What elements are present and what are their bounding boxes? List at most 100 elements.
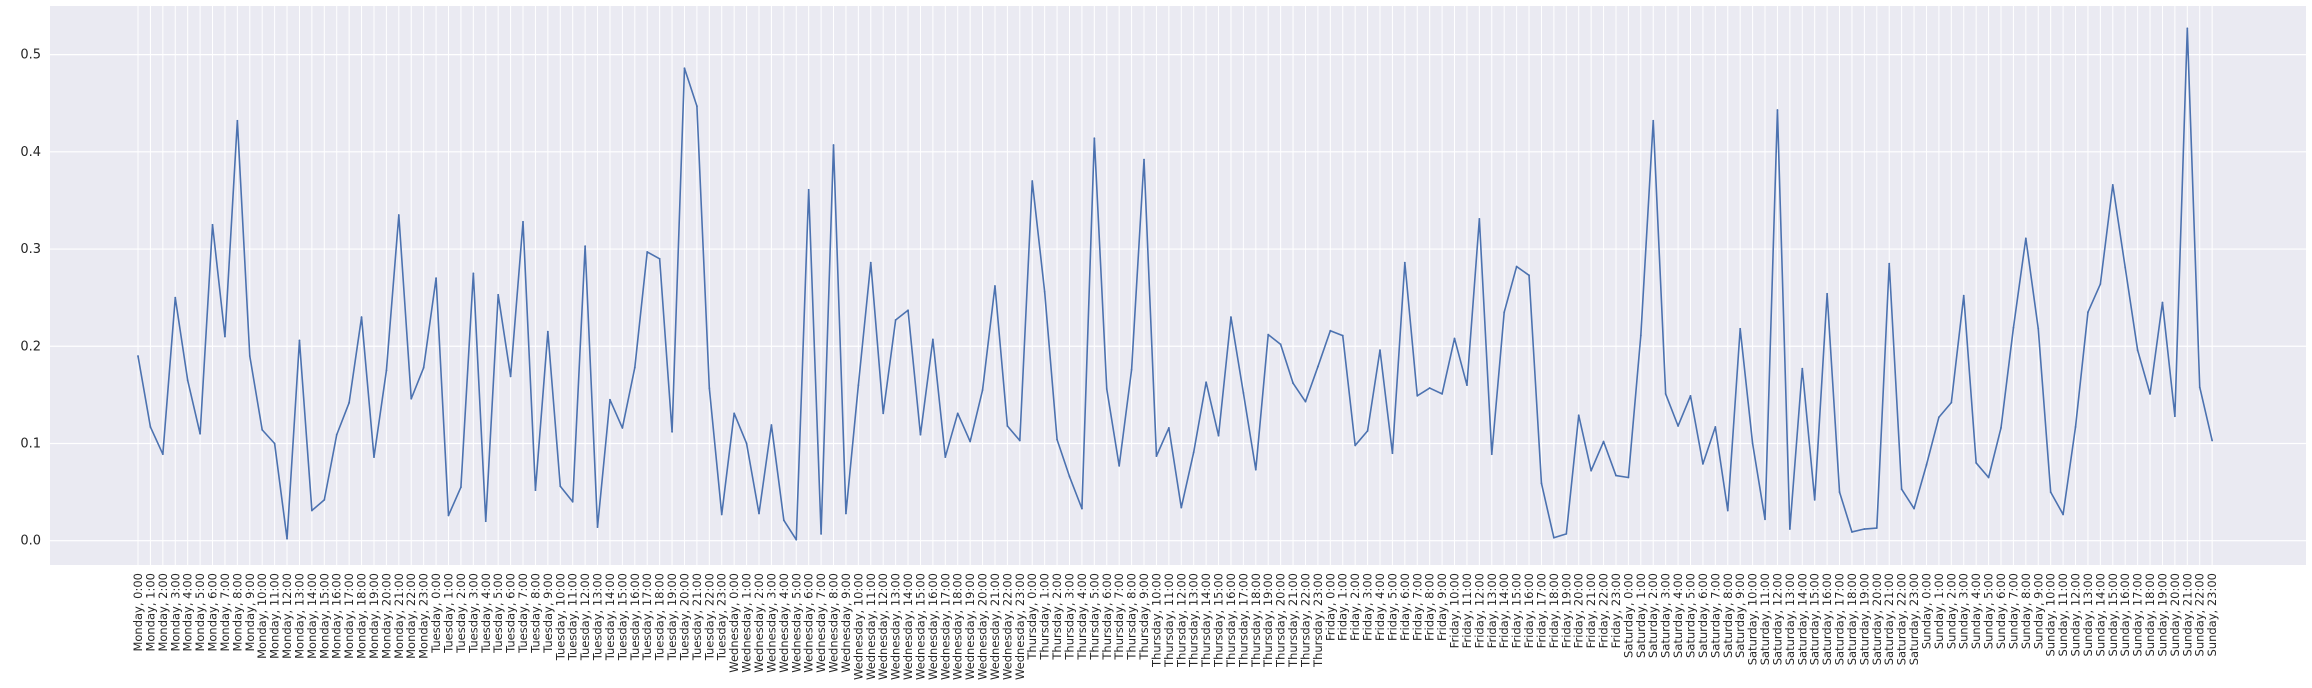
data-point (1627, 476, 1630, 479)
x-tick-label: Tuesday, 21:00 (690, 573, 704, 661)
data-point (1565, 532, 1568, 535)
x-tick-label: Tuesday, 2:00 (454, 573, 468, 654)
x-tick-label: Tuesday, 18:00 (653, 573, 667, 661)
x-tick-label: Tuesday, 4:00 (479, 573, 493, 654)
x-tick-label: Thursday, 12:00 (1174, 573, 1188, 668)
x-tick-label: Friday, 13:00 (1485, 573, 1499, 648)
x-tick-label: Saturday, 21:00 (1882, 573, 1896, 665)
x-tick-label: Tuesday, 15:00 (615, 573, 629, 661)
x-tick-label: Saturday, 13:00 (1783, 573, 1797, 665)
data-point (2111, 183, 2114, 186)
x-tick-label: Tuesday, 22:00 (702, 573, 716, 661)
data-point (1900, 488, 1903, 491)
x-tick-label: Thursday, 23:00 (1311, 573, 1325, 668)
x-tick-label: Wednesday, 9:00 (839, 573, 853, 673)
x-tick-label: Saturday, 9:00 (1733, 573, 1747, 658)
x-tick-label: Thursday, 1:00 (1038, 573, 1052, 661)
data-point (1950, 401, 1953, 404)
x-tick-label: Monday, 1:00 (143, 573, 157, 652)
y-tick-label: 0.5 (20, 48, 41, 63)
data-point (882, 412, 885, 415)
data-point (1279, 343, 1282, 346)
x-tick-label: Friday, 0:00 (1323, 573, 1337, 641)
y-tick-label: 0.4 (20, 145, 41, 160)
x-tick-label: Tuesday, 20:00 (677, 573, 691, 661)
data-point (1528, 274, 1530, 277)
data-point (720, 513, 723, 516)
data-point (1180, 506, 1183, 509)
data-point (1304, 400, 1307, 403)
data-point (1639, 334, 1642, 337)
data-point (795, 538, 798, 541)
data-point (1838, 491, 1841, 493)
data-point (1056, 438, 1058, 441)
data-point (633, 366, 636, 369)
data-point (373, 456, 375, 458)
x-tick-label: Monday, 11:00 (268, 573, 282, 659)
x-tick-label: Monday, 3:00 (168, 573, 182, 652)
x-tick-label: Thursday, 6:00 (1100, 573, 1114, 661)
series-layer (137, 27, 2214, 541)
data-point (1453, 337, 1456, 340)
data-point (522, 220, 524, 223)
x-tick-label: Thursday, 14:00 (1199, 573, 1213, 668)
x-tick-label: Monday, 2:00 (156, 573, 170, 652)
data-point (646, 251, 649, 253)
data-point (981, 389, 984, 391)
data-point (534, 489, 537, 492)
x-tick-label: Tuesday, 6:00 (504, 573, 518, 654)
data-point (1205, 381, 1208, 384)
data-point (1776, 109, 1779, 111)
x-tick-label: Monday, 20:00 (379, 573, 393, 659)
data-point (1826, 292, 1829, 295)
x-tick-label: Thursday, 11:00 (1162, 573, 1176, 668)
data-point (323, 498, 326, 501)
x-tick-label: Sunday, 15:00 (2106, 573, 2120, 656)
x-tick-label: Friday, 17:00 (1534, 573, 1548, 648)
data-point (335, 433, 338, 436)
data-point (273, 442, 276, 445)
data-point (2149, 392, 2151, 395)
data-point (1801, 367, 1804, 370)
x-tick-label: Saturday, 5:00 (1684, 573, 1698, 658)
x-tick-label: Thursday, 3:00 (1063, 573, 1077, 661)
x-tick-label: Wednesday, 15:00 (913, 573, 927, 680)
x-tick-label: Tuesday, 16:00 (628, 573, 642, 661)
data-point (1118, 464, 1121, 467)
data-point (422, 366, 425, 369)
x-tick-label: Saturday, 0:00 (1621, 573, 1635, 658)
data-point (2186, 27, 2189, 30)
x-tick-label: Tuesday, 1:00 (442, 573, 456, 654)
data-point (2062, 513, 2065, 516)
y-grid-lines (50, 54, 2306, 542)
data-point (758, 512, 760, 515)
data-point (2161, 301, 2164, 304)
x-tick-label: Sunday, 13:00 (2081, 573, 2095, 656)
data-point (1043, 290, 1046, 293)
x-tick-label: Thursday, 20:00 (1274, 573, 1288, 668)
x-tick-label: Thursday, 22:00 (1298, 573, 1312, 668)
y-tick-label: 0.1 (20, 436, 41, 451)
x-tick-label: Sunday, 9:00 (2031, 573, 2045, 649)
x-tick-label: Friday, 6:00 (1398, 573, 1412, 641)
data-point (199, 432, 202, 435)
x-tick-label: Friday, 18:00 (1547, 573, 1561, 648)
x-tick-label: Thursday, 15:00 (1212, 573, 1226, 668)
data-point (1155, 455, 1158, 458)
data-point (1466, 384, 1468, 387)
x-tick-label: Tuesday, 11:00 (566, 573, 580, 661)
data-point (286, 537, 288, 540)
y-tick-label: 0.2 (20, 339, 41, 354)
x-tick-label: Sunday, 12:00 (2069, 573, 2083, 656)
x-tick-label: Wednesday, 19:00 (963, 573, 977, 680)
x-tick-label: Wednesday, 2:00 (752, 573, 766, 673)
data-point (2087, 311, 2089, 314)
data-point (1441, 392, 1443, 395)
x-tick-label: Thursday, 0:00 (1025, 573, 1039, 661)
data-point (1490, 453, 1493, 456)
data-point (683, 67, 686, 70)
x-tick-label: Wednesday, 0:00 (727, 573, 741, 673)
data-point (1081, 507, 1083, 510)
data-point (310, 509, 313, 512)
data-point (1068, 475, 1071, 478)
